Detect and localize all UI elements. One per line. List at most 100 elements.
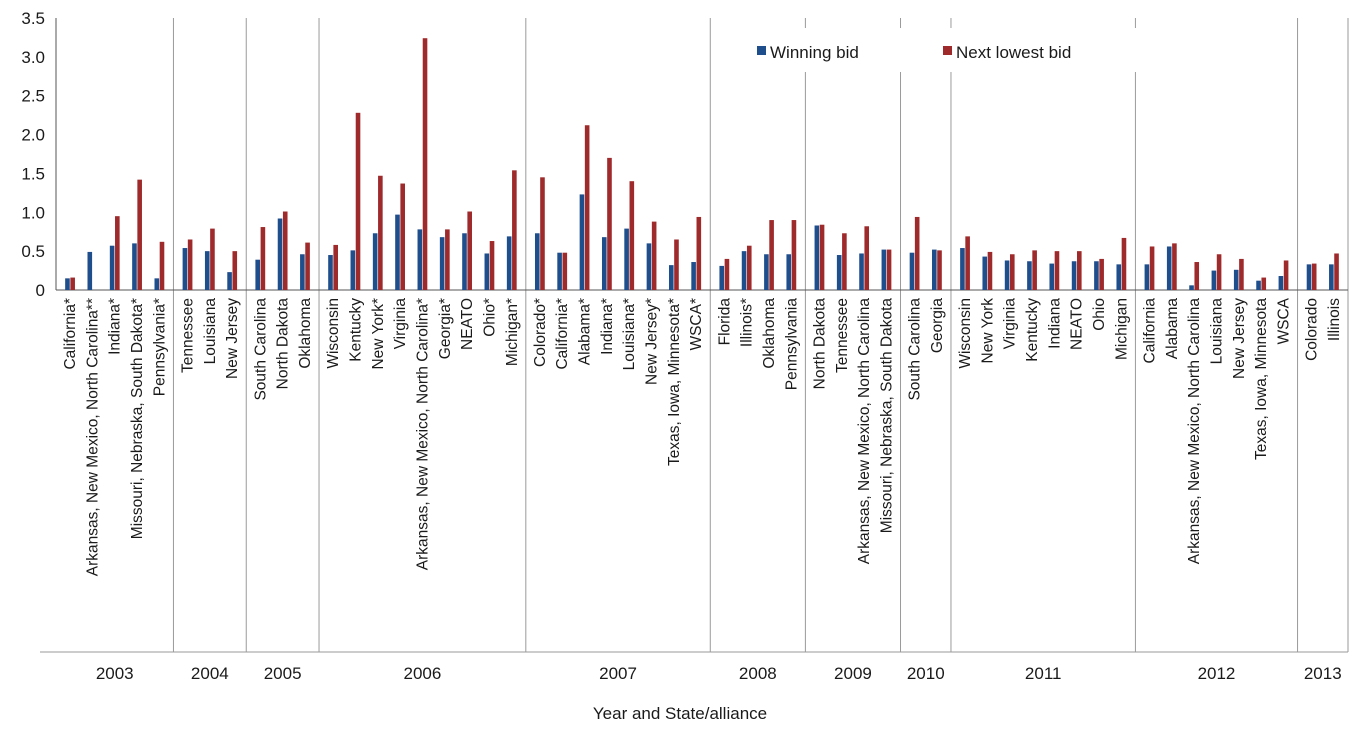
- bar-winning-bid: [439, 237, 445, 290]
- category-label: Alabama: [1164, 298, 1181, 360]
- bar-winning-bid: [1256, 280, 1261, 290]
- bar-winning-bid: [1049, 263, 1055, 290]
- category-label: Louisiana*: [621, 298, 638, 370]
- bar-next-lowest-bid: [1099, 258, 1104, 290]
- bar-next-lowest-bid: [1121, 237, 1127, 290]
- bar-next-lowest-bid: [1172, 243, 1177, 290]
- year-label: 2007: [599, 664, 637, 683]
- bar-winning-bid: [1116, 264, 1122, 290]
- bar-winning-bid: [646, 243, 652, 290]
- bar-next-lowest-bid: [333, 244, 338, 290]
- bar-next-lowest-bid: [1334, 253, 1339, 290]
- category-label: Georgia*: [437, 298, 454, 359]
- year-label: 2009: [834, 664, 872, 683]
- category-label: Alabama*: [577, 298, 594, 365]
- bar-next-lowest-bid: [562, 252, 568, 290]
- bar-winning-bid: [1233, 269, 1239, 290]
- bar-winning-bid: [764, 254, 769, 290]
- y-tick-label: 0: [36, 281, 45, 300]
- category-label: Virginia: [1002, 298, 1019, 350]
- bar-next-lowest-bid: [629, 181, 635, 290]
- category-label: Michigan*: [504, 298, 521, 366]
- legend: Winning bid Next lowest bid: [726, 28, 1146, 72]
- bar-next-lowest-bid: [769, 220, 774, 290]
- category-label: California: [1141, 298, 1158, 364]
- year-label: 2010: [907, 664, 945, 683]
- category-label: California*: [62, 298, 79, 370]
- bar-next-lowest-bid: [489, 241, 495, 290]
- category-label: Pennsylvania*: [151, 298, 168, 396]
- year-label: 2011: [1025, 664, 1062, 683]
- bar-next-lowest-bid: [696, 216, 702, 290]
- category-label: Florida: [716, 298, 733, 346]
- category-label: South Carolina: [907, 298, 924, 401]
- bar-winning-bid: [1306, 264, 1312, 290]
- x-axis-title: Year and State/alliance: [593, 704, 767, 723]
- bar-winning-bid: [668, 265, 674, 290]
- bar-next-lowest-bid: [1194, 262, 1200, 290]
- bar-winning-bid: [1071, 261, 1077, 290]
- bar-winning-bid: [814, 225, 820, 290]
- category-label: Louisiana: [1208, 298, 1225, 365]
- category-label: New Jersey: [224, 298, 241, 379]
- bar-winning-bid: [395, 214, 400, 290]
- bar-winning-bid: [932, 249, 937, 290]
- category-label: NEATO: [459, 298, 476, 350]
- bar-winning-bid: [182, 248, 188, 290]
- category-label: Oklahoma: [297, 298, 314, 369]
- bar-winning-bid: [462, 233, 467, 290]
- category-label: Kentucky: [347, 298, 364, 362]
- bar-next-lowest-bid: [422, 38, 428, 290]
- bar-next-lowest-bid: [864, 226, 870, 290]
- bar-next-lowest-bid: [137, 179, 142, 290]
- bar-winning-bid: [132, 243, 137, 290]
- bar-next-lowest-bid: [512, 170, 517, 290]
- category-label: New York: [979, 298, 996, 364]
- bar-winning-bid: [350, 250, 356, 290]
- y-tick-label: 3.0: [21, 48, 45, 67]
- category-label: WSCA: [1275, 297, 1292, 344]
- bar-next-lowest-bid: [886, 249, 892, 290]
- y-tick-label: 2.0: [21, 126, 45, 145]
- y-tick-label: 2.5: [21, 87, 45, 106]
- bar-winning-bid: [204, 251, 210, 290]
- year-label: 2012: [1198, 664, 1236, 683]
- bar-next-lowest-bid: [355, 112, 361, 290]
- category-label: Ohio: [1091, 298, 1108, 331]
- category-label: Louisiana: [202, 298, 219, 365]
- category-label: Arkansas, New Mexico, North Carolina*: [414, 298, 431, 570]
- bar-winning-bid: [372, 233, 378, 290]
- bar-next-lowest-bid: [467, 211, 472, 290]
- year-label: 2013: [1304, 664, 1342, 683]
- bar-winning-bid: [881, 249, 887, 290]
- category-label: New York*: [370, 298, 387, 370]
- bar-winning-bid: [534, 233, 540, 290]
- bar-winning-bid: [255, 259, 261, 290]
- category-label: Arkansas, New Mexico, North Carolina: [856, 298, 873, 565]
- bar-winning-bid: [109, 245, 115, 290]
- bar-winning-bid: [1329, 264, 1334, 290]
- bar-winning-bid: [300, 254, 305, 290]
- category-label: South Carolina: [252, 298, 269, 401]
- bar-next-lowest-bid: [651, 221, 657, 290]
- bar-winning-bid: [719, 265, 725, 290]
- category-label: Arkansas, New Mexico, North Carolina**: [84, 298, 101, 576]
- bar-winning-bid: [836, 255, 842, 290]
- bar-winning-bid: [484, 253, 490, 290]
- bar-next-lowest-bid: [232, 251, 238, 290]
- category-label: Texas, Iowa, Minnesota: [1253, 298, 1270, 460]
- category-label: Arkansas, New Mexico, North Carolina: [1186, 298, 1203, 565]
- bar-next-lowest-bid: [1261, 277, 1267, 290]
- bar-winning-bid: [1027, 261, 1032, 290]
- bar-winning-bid: [1278, 276, 1284, 290]
- bar-next-lowest-bid: [378, 175, 383, 290]
- category-label: New Jersey: [1231, 298, 1248, 379]
- bar-winning-bid: [506, 236, 512, 290]
- bar-winning-bid: [65, 278, 70, 290]
- category-label: Indiana*: [107, 298, 124, 355]
- category-label: NEATO: [1069, 298, 1086, 350]
- bar-next-lowest-bid: [159, 241, 165, 290]
- category-label: Illinois: [1326, 298, 1343, 341]
- bar-winning-bid: [154, 278, 160, 290]
- category-label: Tennessee: [834, 298, 851, 373]
